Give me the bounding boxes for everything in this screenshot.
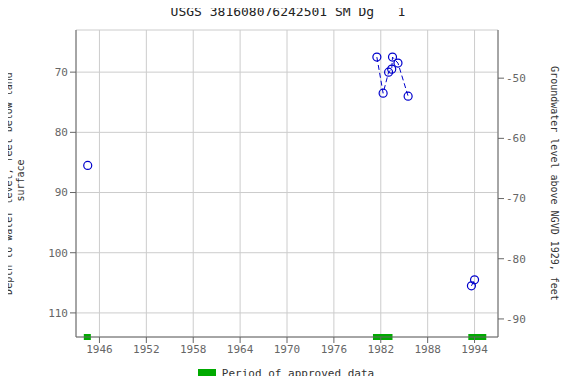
svg-text:-70: -70 (506, 192, 526, 205)
svg-text:1952: 1952 (133, 343, 160, 356)
svg-text:1982: 1982 (368, 343, 395, 356)
svg-text:80: 80 (55, 126, 68, 139)
svg-text:1988: 1988 (414, 343, 441, 356)
svg-text:-80: -80 (506, 253, 526, 266)
html-text:Period of approved data: Period of approved data (221, 367, 375, 380)
svg-text:-50: -50 (506, 72, 526, 85)
svg-text:1976: 1976 (321, 343, 348, 356)
html-text:USGS 381608076242501 SM Dg 1: USGS 381608076242501 SM Dg 1 (170, 4, 406, 19)
svg-text:1958: 1958 (180, 343, 207, 356)
svg-text:110: 110 (48, 307, 68, 320)
svg-text:1964: 1964 (227, 343, 254, 356)
svg-text:70: 70 (55, 66, 68, 79)
svg-text:100: 100 (48, 247, 68, 260)
svg-text:-60: -60 (506, 132, 526, 145)
svg-text:Groundwater level above NGVD 1: Groundwater level above NGVD 1929, feet (549, 66, 560, 301)
svg-text:1970: 1970 (274, 343, 301, 356)
svg-text:Depth to water level, feet bel: Depth to water level, feet below land su… (8, 72, 26, 295)
svg-text:1946: 1946 (86, 343, 113, 356)
svg-text:90: 90 (55, 186, 68, 199)
svg-text:1994: 1994 (461, 343, 488, 356)
svg-text:-90: -90 (506, 313, 526, 326)
